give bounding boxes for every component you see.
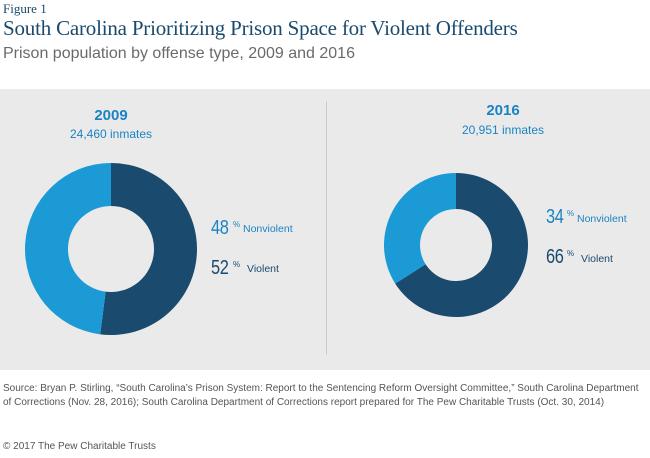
pct-sign-2009-violent: % — [233, 260, 241, 269]
cat-2016-nonviolent: Nonviolent — [577, 213, 627, 225]
year-2009-label: 2009 — [94, 107, 128, 124]
cat-2009-nonviolent: Nonviolent — [243, 223, 293, 235]
pct-sign-2016-violent: % — [567, 249, 575, 258]
year-2016-label: 2016 — [486, 102, 520, 119]
chart-subtitle: Prison population by offense type, 2009 … — [3, 45, 355, 62]
pct-sign-2016-nonviolent: % — [567, 209, 575, 218]
cat-2016-violent: Violent — [581, 253, 613, 265]
inmates-2009-label: 24,460 inmates — [69, 127, 153, 141]
pct-2009-nonviolent: 48 — [211, 217, 229, 239]
pct-2016-violent: 66 — [546, 246, 564, 268]
slice-2009-nonviolent — [24, 163, 111, 335]
slice-2016-violent — [395, 173, 528, 317]
source-note: Source: Bryan P. Stirling, “South Caroli… — [3, 383, 639, 408]
slice-2016-nonviolent — [384, 173, 456, 284]
pct-sign-2009-nonviolent: % — [233, 220, 241, 229]
inmates-2016-label: 20,951 inmates — [461, 123, 545, 137]
donut-chart-2016 — [384, 173, 528, 317]
copyright-note: © 2017 The Pew Charitable Trusts — [3, 441, 156, 452]
pct-2009-violent: 52 — [211, 257, 229, 279]
chart-panel: 2009 24,460 inmates 48 % Nonviolent 52 %… — [0, 89, 650, 370]
cat-2009-violent: Violent — [247, 263, 279, 275]
panel-divider — [326, 101, 327, 355]
figure-label: Figure 1 — [3, 1, 47, 16]
donut-chart-2009 — [24, 163, 197, 335]
pct-2016-nonviolent: 34 — [546, 206, 564, 228]
slice-2009-violent — [100, 163, 197, 335]
chart-title: South Carolina Prioritizing Prison Space… — [3, 16, 518, 40]
